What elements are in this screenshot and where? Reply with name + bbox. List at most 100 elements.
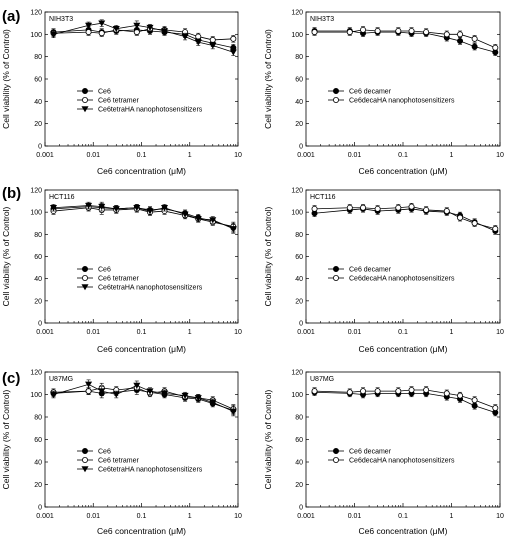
series-line: [53, 387, 234, 410]
x-tick-label: 0.1: [137, 513, 147, 520]
chart-2: 0 20 40 60 80 100 120 0.001 0.01 0.1 1 10 Ce6 concen…: [1, 188, 242, 355]
y-tick-label: 120: [291, 370, 303, 377]
series-line: [53, 207, 234, 227]
legend-label: Ce6decaHA nanophotosensitizers: [349, 276, 455, 283]
x-tick-label: 0.001: [297, 152, 315, 159]
legend-label: Ce6: [98, 449, 111, 456]
x-tick-label: 0.001: [36, 152, 54, 159]
cell-line-label: HCT116: [310, 194, 336, 201]
legend: Ce6 decamer Ce6decaHA nanophotosensitizer…: [328, 447, 455, 465]
data-point: [395, 204, 402, 211]
data-point: [471, 397, 478, 404]
x-tick-label: 1: [450, 513, 454, 520]
data-point: [423, 206, 430, 213]
data-point: [311, 205, 318, 212]
legend-marker: [82, 97, 89, 104]
x-tick-label: 0.1: [137, 152, 147, 159]
x-tick-label: 0.1: [137, 329, 147, 336]
data-point: [492, 44, 499, 51]
x-tick-label: 1: [450, 152, 454, 159]
data-point: [194, 216, 202, 223]
data-point: [85, 22, 93, 29]
x-tick-label: 0.01: [348, 152, 362, 159]
legend-marker: [332, 274, 339, 281]
x-axis-label: Ce6 concentration (μM): [359, 344, 448, 354]
series-line: [314, 389, 496, 409]
data-point: [443, 390, 450, 397]
data-point: [160, 28, 169, 35]
data-point: [443, 31, 450, 38]
legend: Ce6 Ce6 tetramer Ce6tetraHA nanophotosensi…: [77, 447, 203, 474]
series-2: [49, 379, 237, 417]
data-point: [209, 36, 216, 43]
legend-label: Ce6: [98, 267, 111, 274]
y-axis-label: Cell viability (% of Control): [263, 29, 273, 129]
legend-label: Ce6 decamer: [349, 449, 392, 456]
data-point: [85, 29, 92, 36]
series-0: [50, 385, 237, 416]
data-point: [311, 29, 318, 36]
x-tick-label: 10: [496, 513, 504, 520]
x-tick-label: 1: [188, 152, 192, 159]
legend-marker: [82, 265, 89, 272]
cell-line-label: U87MG: [310, 376, 334, 383]
series-1: [50, 382, 237, 414]
data-point: [457, 214, 464, 221]
legend-marker: [332, 97, 339, 104]
x-axis-label: Ce6 concentration (μM): [359, 166, 448, 176]
data-point: [209, 217, 217, 224]
y-tick-label: 120: [30, 188, 42, 195]
legend: Ce6 decamer Ce6decaHA nanophotosensitizer…: [328, 265, 455, 283]
legend-label: Ce6 tetramer: [98, 98, 140, 105]
legend: Ce6 Ce6 tetramer Ce6tetraHA nanophotosensi…: [77, 88, 203, 114]
series-2: [49, 201, 237, 234]
data-point: [112, 391, 120, 398]
cell-line-label: U87MG: [49, 376, 73, 383]
series-line: [314, 30, 496, 53]
legend-label: Ce6decaHA nanophotosensitizers: [349, 98, 455, 105]
y-axis-label: Cell viability (% of Control): [1, 389, 11, 489]
data-point: [229, 226, 237, 233]
data-point: [229, 408, 237, 415]
chart-3: 0 20 40 60 80 100 120 0.001 0.01 0.1 1 10 Ce6 concen…: [263, 188, 504, 355]
data-point: [160, 390, 169, 397]
y-axis-label: Cell viability (% of Control): [263, 206, 273, 306]
data-point: [146, 388, 154, 395]
y-tick-label: 100: [291, 32, 303, 39]
cell-line-label: NIH3T3: [310, 16, 334, 23]
data-point: [209, 42, 217, 49]
data-point: [408, 203, 415, 210]
legend-marker: [82, 274, 89, 281]
x-tick-label: 0.01: [86, 152, 100, 159]
y-tick-label: 20: [295, 482, 303, 489]
data-point: [346, 29, 353, 36]
legend-marker: [332, 447, 339, 454]
series-0: [311, 205, 499, 235]
cell-line-label: NIH3T3: [49, 16, 73, 23]
legend-marker: [332, 456, 339, 463]
series-line: [314, 208, 496, 232]
y-tick-label: 20: [34, 298, 42, 305]
data-point: [311, 388, 318, 395]
x-axis-label: Ce6 concentration (μM): [359, 526, 448, 536]
x-tick-label: 0.001: [297, 513, 315, 520]
data-point: [492, 225, 499, 232]
data-point: [112, 206, 120, 213]
legend-label: Ce6tetraHA nanophotosensitizers: [98, 107, 203, 114]
series-0: [311, 388, 499, 417]
legend-label: Ce6: [98, 89, 111, 96]
y-tick-label: 20: [295, 298, 303, 305]
data-point: [98, 20, 106, 27]
x-tick-label: 0.1: [398, 329, 408, 336]
data-point: [374, 27, 381, 34]
x-tick-label: 10: [234, 513, 242, 520]
series-1: [50, 204, 237, 232]
data-point: [98, 203, 106, 210]
legend-marker: [81, 466, 89, 473]
data-point: [133, 205, 141, 212]
data-point: [346, 204, 353, 211]
chart-5: 0 20 40 60 80 100 120 0.001 0.01 0.1 1 10 Ce6 concen…: [263, 370, 504, 537]
y-tick-label: 120: [30, 10, 42, 17]
x-axis-label: Ce6 concentration (μM): [97, 166, 186, 176]
